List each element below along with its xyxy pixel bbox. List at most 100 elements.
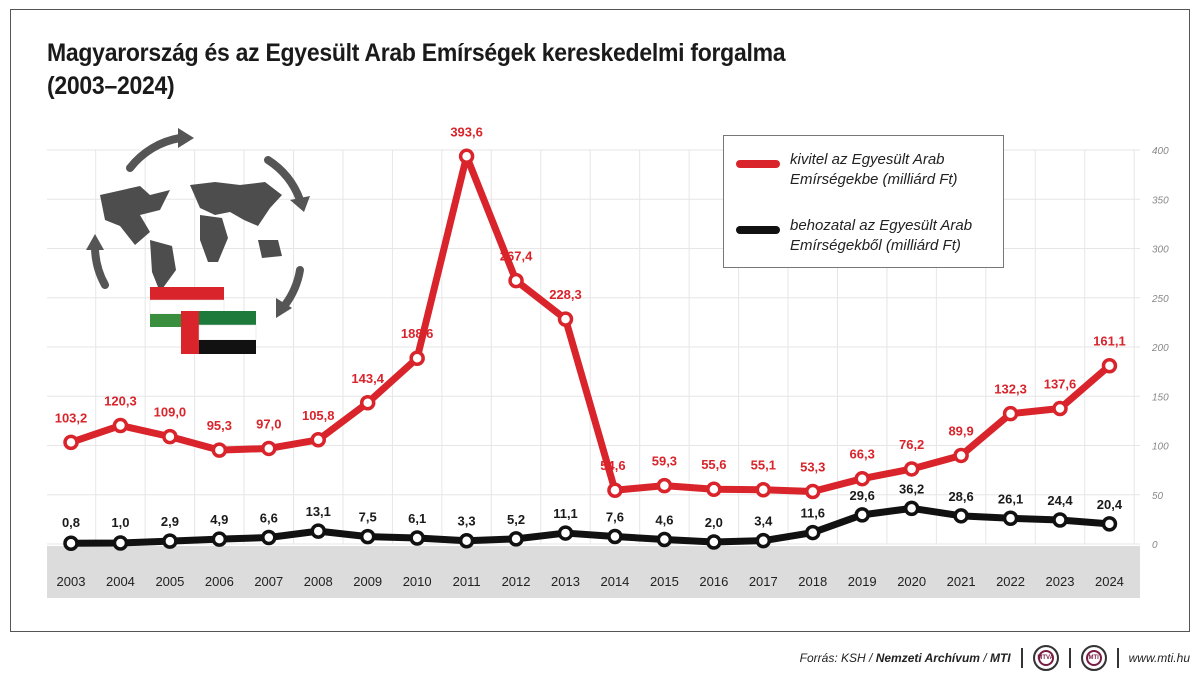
source-sep: /: [983, 651, 987, 665]
export-data-label: 89,9: [948, 423, 973, 438]
x-tick-label: 2015: [650, 574, 679, 589]
import-point: [310, 523, 326, 539]
x-tick-label: 2003: [57, 574, 86, 589]
x-tick-label: 2011: [453, 574, 481, 589]
import-point: [508, 531, 524, 547]
source-text: Forrás: KSH / Nemzeti Archívum / MTI: [800, 651, 1011, 665]
import-point: [656, 531, 673, 548]
import-point: [359, 528, 376, 545]
export-data-label: 267,4: [500, 249, 533, 264]
export-point: [854, 470, 870, 487]
import-data-label: 11,6: [800, 506, 825, 521]
import-data-label: 4,6: [655, 512, 673, 527]
export-point: [1101, 357, 1118, 374]
y-tick-label: 0: [1152, 540, 1158, 551]
export-point: [458, 148, 475, 165]
x-tick-label: 2010: [403, 574, 432, 589]
export-data-label: 161,1: [1093, 334, 1126, 349]
import-point: [805, 524, 821, 541]
import-point: [409, 530, 425, 546]
x-axis-ticks: 2003 2004 2005 2006 2007 2008 2009 2010 2011 2012…: [57, 574, 1124, 589]
website-link[interactable]: www.mti.hu: [1128, 651, 1190, 665]
import-point: [755, 532, 772, 549]
mti-logo: MTI: [1080, 645, 1107, 671]
y-tick-label: 250: [1151, 294, 1169, 305]
import-point: [557, 525, 574, 541]
import-series: [63, 500, 1118, 551]
legend-item-import: behozatal az Egyesült Arab Emírségekből …: [736, 216, 995, 256]
export-point: [508, 272, 524, 289]
export-point: [359, 395, 376, 411]
footer-divider: [1116, 648, 1119, 668]
import-point: [112, 535, 129, 551]
x-tick-label: 2016: [699, 574, 728, 589]
import-data-label: 13,1: [306, 504, 331, 519]
export-point: [607, 482, 623, 498]
y-tick-label: 300: [1152, 245, 1169, 256]
export-point: [162, 428, 178, 445]
import-data-label: 28,6: [948, 489, 973, 504]
x-tick-label: 2023: [1046, 574, 1075, 589]
title-line-2: (2003–2024): [47, 72, 175, 100]
footer: Forrás: KSH / Nemzeti Archívum / MTI MTV…: [800, 643, 1190, 673]
x-tick-label: 2006: [205, 574, 234, 589]
uae-flag-icon: [181, 311, 257, 354]
import-point: [63, 535, 79, 551]
export-data-label: 66,3: [850, 447, 875, 462]
export-point: [557, 311, 574, 327]
import-data-label: 4,9: [210, 512, 228, 527]
export-data-label: 105,8: [302, 408, 335, 423]
legend-swatch-import: [736, 226, 780, 234]
import-point: [162, 533, 178, 549]
import-data-label: 24,4: [1047, 493, 1073, 508]
x-tick-label: 2018: [798, 574, 827, 589]
export-point: [953, 447, 969, 464]
export-point: [261, 440, 277, 457]
x-tick-label: 2020: [897, 574, 926, 589]
x-tick-label: 2024: [1095, 574, 1124, 589]
import-point: [261, 529, 277, 546]
export-point: [409, 350, 425, 366]
export-data-label: 55,6: [701, 457, 726, 472]
export-data-label: 228,3: [549, 287, 582, 302]
legend-item-export: kivitel az Egyesült Arab Emírségekbe (mi…: [736, 150, 995, 190]
legend-swatch-export: [736, 160, 780, 168]
x-tick-label: 2022: [996, 574, 1025, 589]
chart-title: Magyarország és az Egyesült Arab Emírség…: [47, 37, 786, 103]
export-point: [706, 481, 722, 497]
x-tick-label: 2019: [848, 574, 877, 589]
export-point: [1002, 405, 1019, 422]
legend-label-export: kivitel az Egyesült Arab Emírségekbe (mi…: [790, 151, 958, 188]
export-point: [63, 434, 79, 451]
export-data-label: 54,6: [600, 458, 625, 473]
export-line: [67, 152, 1113, 495]
import-data-label: 29,6: [850, 488, 875, 503]
import-data-label: 5,2: [507, 512, 525, 527]
import-point: [607, 528, 623, 545]
x-tick-label: 2004: [106, 574, 135, 589]
export-point: [310, 432, 326, 448]
import-data-label: 3,3: [458, 514, 476, 529]
import-point: [1052, 512, 1068, 528]
export-data-label: 132,3: [994, 382, 1027, 397]
import-data-label: 3,4: [754, 514, 773, 529]
export-data-label: 53,3: [800, 459, 825, 474]
source-prefix: Forrás: KSH /: [799, 651, 873, 665]
mtva-logo: MTVA: [1032, 645, 1059, 671]
legend-label-import: behozatal az Egyesült Arab Emírségekből …: [790, 217, 973, 254]
import-point: [953, 508, 969, 524]
export-data-label: 109,0: [154, 405, 187, 420]
export-data-label: 188,6: [401, 326, 434, 341]
export-data-label: 103,2: [55, 410, 88, 425]
import-data-label: 26,1: [998, 491, 1023, 506]
title-line-1: Magyarország és az Egyesült Arab Emírség…: [47, 39, 786, 67]
export-point: [903, 461, 920, 477]
import-data-label: 2,0: [705, 515, 723, 530]
import-data-label: 11,1: [553, 506, 578, 521]
y-tick-label: 350: [1152, 195, 1169, 206]
y-tick-label: 150: [1152, 392, 1169, 403]
x-axis-band: [47, 546, 1140, 598]
import-data-label: 2,9: [161, 514, 179, 529]
export-point: [211, 442, 228, 458]
footer-divider: [1068, 648, 1071, 668]
